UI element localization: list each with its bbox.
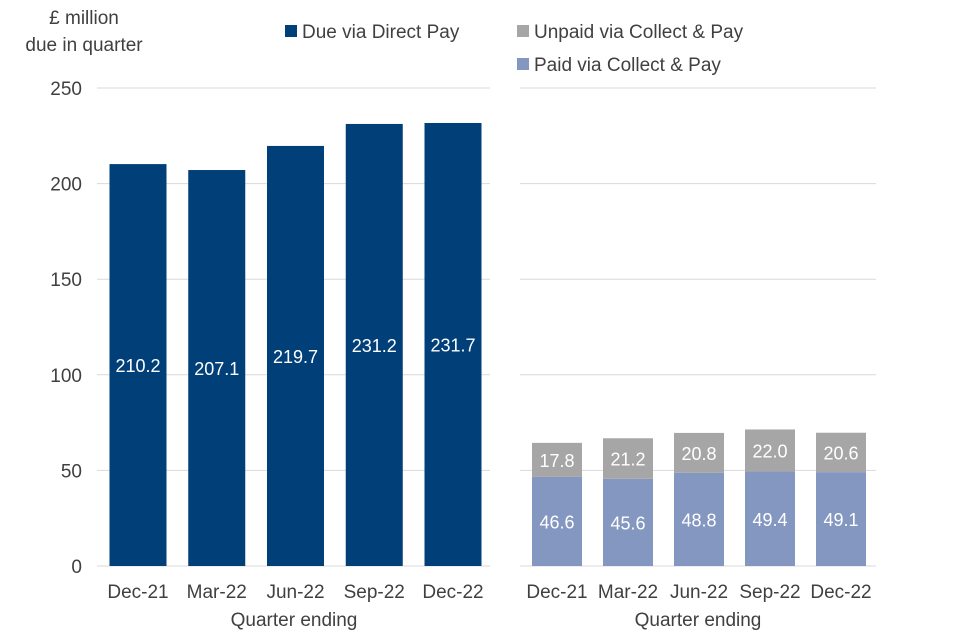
legend: Due via Direct Pay Unpaid via Collect & …	[285, 22, 744, 76]
x-axis: Dec-21 Mar-22 Jun-22 Sep-22 Dec-22 Quarter en…	[107, 582, 871, 631]
x-tick-label: Dec-22	[810, 582, 871, 603]
data-label-paid: 49.1	[823, 510, 858, 530]
x-tick-label: Dec-21	[107, 582, 168, 603]
bar-unpaid	[674, 432, 724, 473]
x-axis-title: Quarter ending	[635, 610, 762, 631]
x-tick-label: Mar-22	[598, 582, 658, 603]
legend-swatch-unpaid	[517, 25, 529, 37]
y-tick-label: 0	[71, 557, 82, 578]
bar-unpaid	[603, 438, 653, 479]
y-axis-title-line1: £ million	[49, 8, 119, 29]
data-label-direct: 231.2	[352, 336, 397, 356]
bar-unpaid	[532, 442, 582, 477]
bar-unpaid	[816, 432, 866, 473]
legend-label-direct: Due via Direct Pay	[302, 22, 460, 43]
data-label-paid: 45.6	[610, 513, 645, 533]
data-label-unpaid: 20.6	[823, 443, 858, 463]
y-tick-label: 200	[50, 175, 82, 196]
bar-direct	[267, 145, 324, 566]
y-axis: 0 50 100 150 200 250	[50, 79, 82, 578]
y-tick-label: 50	[61, 461, 82, 482]
legend-label-paid: Paid via Collect & Pay	[534, 55, 721, 76]
data-label-unpaid: 21.2	[610, 450, 645, 470]
x-axis-title: Quarter ending	[231, 610, 358, 631]
data-label-unpaid: 17.8	[539, 451, 574, 471]
bar-direct	[345, 123, 403, 566]
bar-paid	[745, 471, 795, 566]
data-label-direct: 231.7	[430, 335, 475, 355]
y-tick-label: 250	[50, 79, 82, 100]
data-label-unpaid: 22.0	[752, 442, 787, 462]
x-tick-label: Dec-21	[526, 582, 587, 603]
legend-swatch-direct	[285, 25, 297, 37]
bar-direct	[109, 164, 167, 566]
x-tick-label: Dec-22	[422, 582, 483, 603]
bars	[109, 122, 866, 567]
data-label-unpaid: 20.8	[681, 444, 716, 464]
y-axis-title-line2: due in quarter	[25, 35, 143, 56]
x-tick-label: Jun-22	[266, 582, 324, 603]
bar-direct	[188, 170, 246, 567]
x-tick-label: Jun-22	[670, 582, 728, 603]
data-label-direct: 207.1	[194, 359, 239, 379]
x-tick-label: Mar-22	[187, 582, 247, 603]
bar-paid	[674, 472, 724, 566]
x-tick-label: Sep-22	[739, 582, 800, 603]
data-labels: 210.2 207.1 219.7 231.2 231.7 46.6 17.8 45.6 21.…	[115, 335, 858, 533]
data-label-direct: 219.7	[273, 347, 318, 367]
data-label-paid: 49.4	[752, 510, 787, 530]
data-label-paid: 46.6	[539, 512, 574, 532]
bar-paid	[532, 476, 582, 566]
bar-direct	[424, 122, 482, 567]
y-tick-label: 150	[50, 270, 82, 291]
bar-paid	[603, 478, 653, 566]
legend-swatch-paid	[517, 58, 529, 70]
x-tick-label: Sep-22	[344, 582, 405, 603]
bar-paid	[816, 472, 866, 566]
data-label-direct: 210.2	[115, 356, 160, 376]
data-label-paid: 48.8	[681, 510, 716, 530]
y-tick-label: 100	[50, 366, 82, 387]
legend-label-unpaid: Unpaid via Collect & Pay	[534, 22, 744, 43]
bar-unpaid	[745, 429, 795, 472]
